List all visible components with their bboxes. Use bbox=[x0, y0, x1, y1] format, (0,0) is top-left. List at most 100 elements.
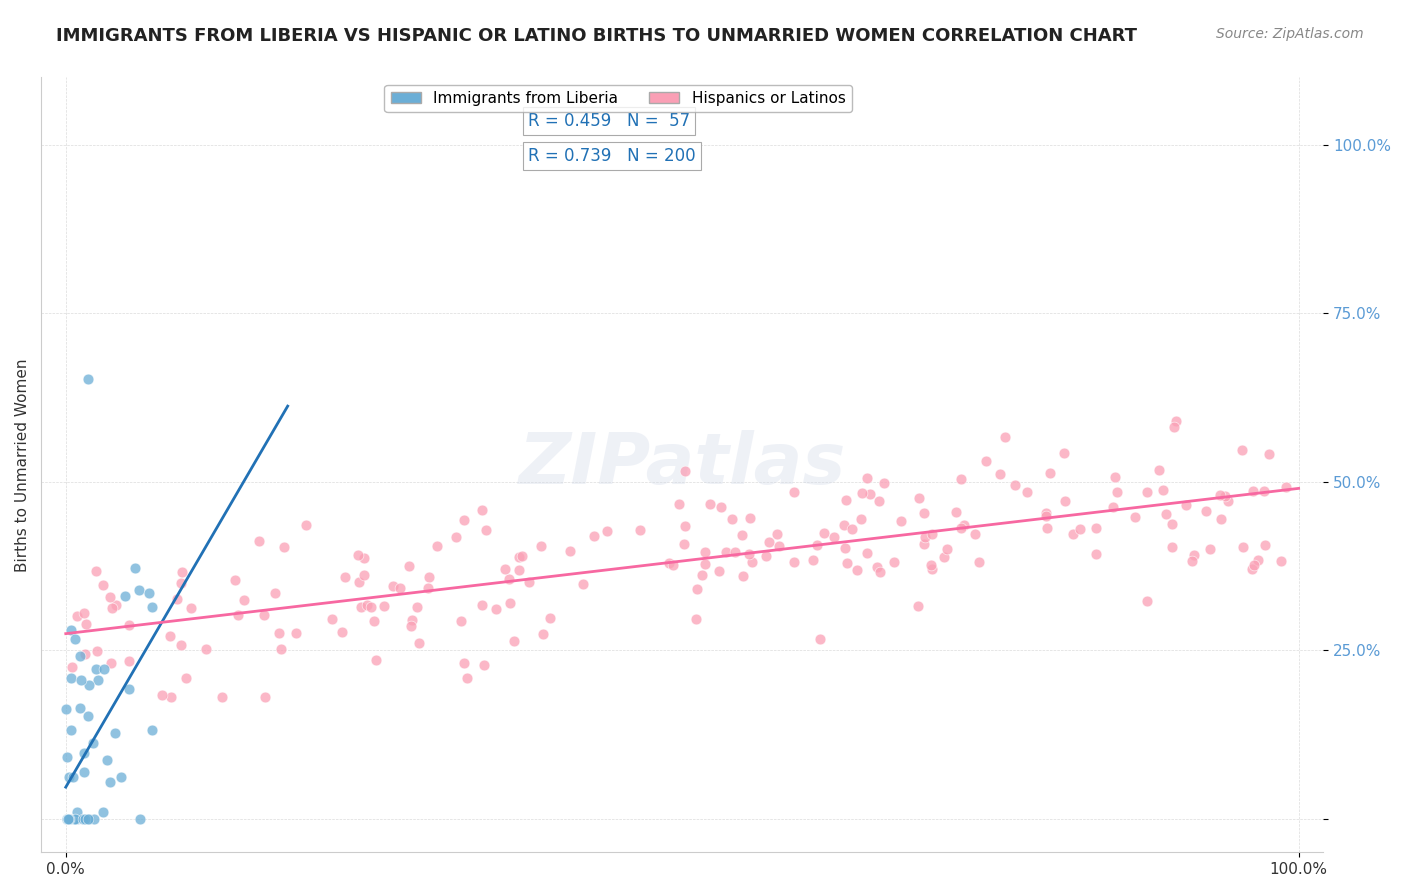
Point bbox=[58, 812, 80, 826]
Point bbox=[1270, 554, 1292, 568]
Point bbox=[699, 497, 721, 511]
Point bbox=[813, 525, 835, 540]
Point bbox=[508, 564, 530, 578]
Point bbox=[180, 601, 202, 615]
Point bbox=[347, 575, 370, 590]
Point bbox=[1053, 494, 1076, 508]
Point bbox=[101, 601, 124, 615]
Point bbox=[58, 812, 80, 826]
Point bbox=[366, 653, 388, 667]
Point bbox=[849, 512, 872, 526]
Y-axis label: Births to Unmarried Women: Births to Unmarried Women bbox=[15, 358, 30, 572]
Point bbox=[695, 557, 717, 571]
Point bbox=[949, 472, 972, 486]
Point bbox=[1232, 541, 1254, 555]
Point bbox=[63, 632, 86, 647]
Point bbox=[55, 749, 77, 764]
Point bbox=[105, 598, 128, 612]
Point bbox=[1154, 507, 1177, 521]
Point bbox=[1104, 470, 1126, 484]
Point bbox=[1230, 442, 1253, 457]
Point bbox=[856, 471, 879, 485]
Point bbox=[141, 723, 163, 737]
Point bbox=[98, 591, 121, 605]
Point bbox=[360, 599, 382, 614]
Point bbox=[873, 476, 896, 491]
Point bbox=[284, 626, 307, 640]
Point bbox=[834, 541, 856, 555]
Point bbox=[169, 639, 191, 653]
Point bbox=[920, 558, 942, 573]
Point bbox=[93, 662, 115, 676]
Point bbox=[56, 812, 79, 826]
Point bbox=[658, 556, 681, 570]
Point bbox=[485, 602, 508, 616]
Point bbox=[233, 592, 256, 607]
Point bbox=[475, 523, 498, 537]
Point bbox=[1123, 509, 1146, 524]
Point bbox=[373, 599, 395, 614]
Point bbox=[399, 618, 422, 632]
Point bbox=[63, 812, 86, 826]
Text: ZIPatlas: ZIPatlas bbox=[519, 430, 846, 500]
Point bbox=[82, 736, 104, 750]
Point bbox=[529, 539, 551, 553]
Point bbox=[1218, 494, 1240, 508]
Point bbox=[55, 702, 77, 716]
Point bbox=[949, 521, 972, 535]
Point bbox=[1004, 477, 1026, 491]
Point bbox=[170, 576, 193, 591]
Point bbox=[77, 812, 100, 826]
Point bbox=[499, 596, 522, 610]
Point bbox=[803, 553, 825, 567]
Point bbox=[63, 812, 86, 826]
Point bbox=[114, 589, 136, 603]
Point bbox=[1182, 548, 1205, 562]
Point bbox=[1149, 462, 1171, 476]
Point bbox=[710, 500, 733, 514]
Point bbox=[675, 518, 697, 533]
Point bbox=[628, 523, 651, 537]
Point bbox=[330, 624, 353, 639]
Point bbox=[766, 526, 789, 541]
Point bbox=[1209, 512, 1232, 526]
Point bbox=[1163, 420, 1185, 434]
Point bbox=[138, 586, 160, 600]
Point bbox=[84, 662, 107, 676]
Point bbox=[59, 671, 82, 685]
Point bbox=[77, 709, 100, 723]
Point bbox=[62, 770, 84, 784]
Point bbox=[1241, 483, 1264, 498]
Point bbox=[141, 599, 163, 614]
Point bbox=[418, 570, 440, 584]
Point bbox=[783, 484, 806, 499]
Point bbox=[73, 647, 96, 661]
Point bbox=[59, 812, 82, 826]
Point bbox=[174, 671, 197, 685]
Point bbox=[869, 565, 891, 579]
Point bbox=[1199, 541, 1222, 556]
Point bbox=[1152, 483, 1174, 498]
Point bbox=[59, 723, 82, 737]
Point bbox=[675, 464, 697, 478]
Point bbox=[159, 629, 181, 643]
Point bbox=[716, 544, 738, 558]
Point bbox=[1069, 522, 1091, 536]
Point bbox=[471, 503, 494, 517]
Point bbox=[988, 467, 1011, 481]
Point bbox=[63, 812, 86, 826]
Point bbox=[75, 812, 97, 826]
Point bbox=[69, 673, 91, 687]
Point bbox=[558, 544, 581, 558]
Point bbox=[353, 567, 375, 582]
Point bbox=[388, 581, 411, 595]
Point bbox=[1062, 526, 1084, 541]
Point bbox=[269, 625, 291, 640]
Point bbox=[572, 576, 595, 591]
Point bbox=[808, 632, 831, 647]
Point bbox=[1209, 488, 1232, 502]
Point bbox=[1195, 504, 1218, 518]
Point bbox=[721, 512, 744, 526]
Point bbox=[741, 555, 763, 569]
Point bbox=[471, 598, 494, 612]
